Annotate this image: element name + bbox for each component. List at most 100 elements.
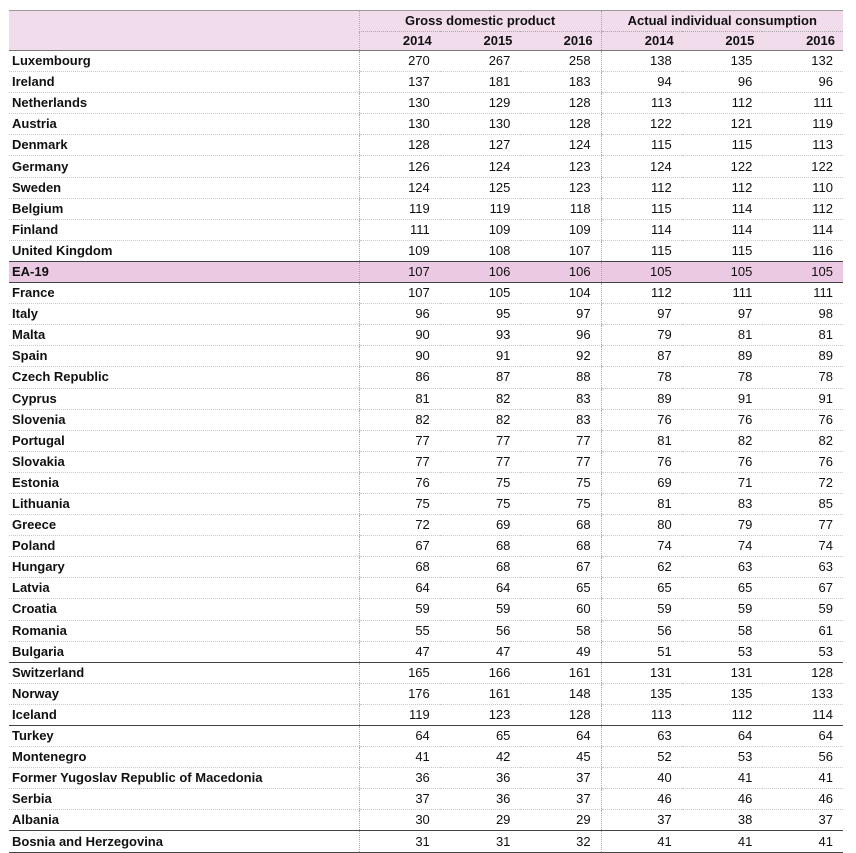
table-row: Austria 130 130 128 122 121 119 (9, 113, 843, 136)
table-row: Belgium 119 119 118 115 114 112 (9, 198, 843, 220)
table-row: Cyprus 81 82 83 89 91 91 (9, 388, 843, 410)
country-name: Belgium (9, 198, 360, 220)
gdp-value-cell: 47 (358, 641, 440, 663)
gdp-value-cell: 96 (520, 324, 602, 347)
aic-value-cell: 61 (762, 620, 843, 642)
table-row: Estonia 76 75 75 69 71 72 (9, 472, 843, 494)
country-name: Estonia (9, 472, 360, 494)
gdp-value-cell: 128 (520, 92, 602, 115)
gdp-value-cell: 49 (520, 641, 602, 663)
gdp-value-cell: 29 (439, 809, 521, 832)
table-row: Montenegro 41 42 45 52 53 56 (9, 746, 843, 769)
gdp-value-cell: 82 (439, 388, 521, 410)
aic-value-cell: 72 (762, 472, 843, 494)
aic-value-cell: 81 (681, 324, 763, 347)
gdp-value-cell: 130 (358, 113, 440, 136)
aic-value-cell: 69 (600, 472, 682, 494)
aic-value-cell: 105 (681, 260, 763, 284)
gdp-value-cell: 86 (358, 366, 440, 389)
aic-value-cell: 128 (762, 661, 843, 684)
gdp-value-cell: 127 (439, 134, 521, 157)
aic-value-cell: 98 (762, 303, 843, 326)
table-row: Ireland 137 181 183 94 96 96 (9, 71, 843, 94)
gdp-value-cell: 75 (520, 472, 602, 494)
aic-value-cell: 122 (600, 113, 682, 136)
gdp-value-cell: 55 (358, 620, 440, 642)
country-name: France (9, 282, 360, 305)
gdp-value-cell: 104 (520, 282, 602, 305)
aic-value-cell: 115 (600, 240, 682, 262)
gdp-value-cell: 107 (520, 240, 602, 262)
gdp-value-cell: 82 (439, 409, 521, 431)
country-name: Germany (9, 155, 360, 178)
aic-value-cell: 111 (762, 92, 843, 115)
gdp-value-cell: 90 (358, 345, 440, 368)
gdp-value-cell: 148 (520, 683, 602, 705)
country-name: Iceland (9, 704, 360, 727)
country-name: Italy (9, 303, 360, 326)
table-row: Slovenia 82 82 83 76 76 76 (9, 409, 843, 431)
gdp-value-cell: 64 (520, 724, 602, 748)
aic-value-cell: 115 (600, 198, 682, 220)
aic-value-cell: 113 (600, 704, 682, 727)
aic-value-cell: 81 (600, 430, 682, 452)
gdp-value-cell: 76 (358, 472, 440, 494)
gdp-value-cell: 75 (520, 493, 602, 516)
gdp-value-cell: 75 (358, 493, 440, 516)
table-row: Czech Republic 86 87 88 78 78 78 (9, 366, 843, 389)
gdp-value-cell: 109 (358, 240, 440, 262)
country-name: Croatia (9, 598, 360, 621)
aic-value-cell: 41 (681, 767, 763, 790)
aic-value-cell: 37 (762, 809, 843, 832)
gdp-value-cell: 64 (358, 577, 440, 600)
table-row: Malta 90 93 96 79 81 81 (9, 324, 843, 347)
country-name: Finland (9, 219, 360, 241)
gdp-value-cell: 64 (439, 577, 521, 600)
gdp-value-cell: 87 (439, 366, 521, 389)
table-row: Bosnia and Herzegovina 31 31 32 41 41 41 (9, 830, 843, 853)
aic-value-cell: 131 (681, 661, 763, 684)
gdp-value-cell: 67 (520, 556, 602, 579)
table-row: Croatia 59 59 60 59 59 59 (9, 598, 843, 621)
gdp-value-cell: 68 (439, 556, 521, 579)
aic-value-cell: 83 (681, 493, 763, 516)
aic-value-cell: 111 (762, 282, 843, 305)
aic-value-cell: 78 (600, 366, 682, 389)
country-name: Spain (9, 345, 360, 368)
gdp-value-cell: 75 (439, 493, 521, 516)
aic-value-cell: 115 (600, 134, 682, 157)
country-name: Bulgaria (9, 641, 360, 663)
country-name: Poland (9, 535, 360, 558)
country-name: Cyprus (9, 388, 360, 410)
gdp-value-cell: 129 (439, 92, 521, 115)
data-table-container: Gross domestic product Actual individual… (9, 10, 843, 853)
aic-value-cell: 89 (681, 345, 763, 368)
aic-value-cell: 56 (762, 746, 843, 769)
aic-value-cell: 105 (600, 260, 682, 284)
gdp-consumption-table: Gross domestic product Actual individual… (9, 10, 843, 853)
aic-value-cell: 114 (600, 219, 682, 241)
gdp-value-cell: 270 (358, 50, 440, 73)
gdp-value-cell: 58 (520, 620, 602, 642)
country-name: Austria (9, 113, 360, 136)
header-blank-cell (9, 31, 360, 51)
aic-value-cell: 131 (600, 661, 682, 684)
gdp-value-cell: 64 (358, 724, 440, 748)
gdp-value-cell: 119 (439, 198, 521, 220)
gdp-value-cell: 77 (439, 451, 521, 473)
aic-value-cell: 59 (762, 598, 843, 621)
gdp-value-cell: 93 (439, 324, 521, 347)
aic-value-cell: 111 (681, 282, 763, 305)
aic-value-cell: 74 (762, 535, 843, 558)
header-year-row: 2014 2015 2016 2014 2015 2016 (9, 31, 843, 51)
aic-value-cell: 59 (600, 598, 682, 621)
aic-value-cell: 114 (762, 219, 843, 241)
aic-value-cell: 135 (600, 683, 682, 705)
gdp-value-cell: 107 (358, 282, 440, 305)
table-row: Romania 55 56 58 56 58 61 (9, 620, 843, 642)
aic-value-cell: 81 (600, 493, 682, 516)
aic-value-cell: 114 (762, 704, 843, 727)
gdp-value-cell: 60 (520, 598, 602, 621)
gdp-value-cell: 107 (358, 260, 440, 284)
gdp-value-cell: 69 (439, 514, 521, 537)
